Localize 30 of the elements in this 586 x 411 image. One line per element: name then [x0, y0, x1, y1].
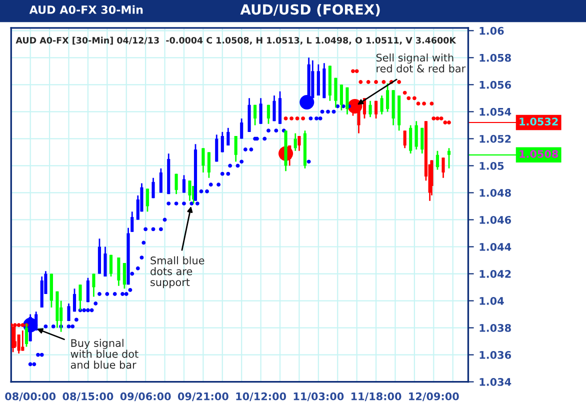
y-tick-label: 1.034 — [480, 378, 512, 386]
x-tick-label: 12/09:00 — [409, 392, 459, 402]
ref-line-label: 1.0508 — [520, 150, 558, 158]
x-tick-label: 10/12:00 — [236, 392, 286, 402]
y-tick-label: 1.06 — [480, 26, 504, 35]
y-tick-label: 1.046 — [480, 216, 512, 224]
x-tick-label: 08/15:00 — [62, 392, 114, 402]
y-tick-label: 1.044 — [480, 242, 512, 251]
x-tick-label: 09/06:00 — [120, 392, 171, 402]
chart-title: AUD/USD (FOREX) — [240, 4, 380, 16]
y-tick-label: 1.038 — [480, 324, 511, 332]
text: AUD A0-FX 30-Min — [29, 5, 143, 14]
x-tick-label: 09/21:00 — [178, 392, 228, 402]
y-tick-label: 1.058 — [480, 54, 511, 62]
y-tick-label: 1.05 — [480, 162, 504, 170]
x-tick-label: 08/00:00 — [5, 392, 56, 402]
x-tick-label: 11/03:00 — [294, 392, 344, 402]
y-tick-label: 1.04 — [480, 297, 504, 305]
x-tick-label: 11/18:00 — [351, 392, 402, 402]
y-tick-label: 1.054 — [480, 108, 512, 116]
ref-line-label: 1.0532 — [520, 118, 558, 126]
y-tick-label: 1.048 — [480, 188, 511, 197]
annotation: Buy signal with blue dot and blue bar — [70, 338, 138, 369]
annotation: Small blue dots are support — [150, 256, 204, 288]
text: AUD A0-FX [30-Min] 04/12/13 -0.0004 C 1.0508, H 1.0513, L 1.0498, O 1.0511, V 3.4600K — [16, 36, 456, 45]
y-tick-label: 1.042 — [480, 270, 511, 278]
annotation: Sell signal with red dot & red bar — [376, 54, 466, 72]
y-tick-label: 1.056 — [480, 80, 512, 89]
y-tick-label: 1.052 — [480, 134, 511, 143]
y-tick-label: 1.036 — [480, 351, 512, 359]
